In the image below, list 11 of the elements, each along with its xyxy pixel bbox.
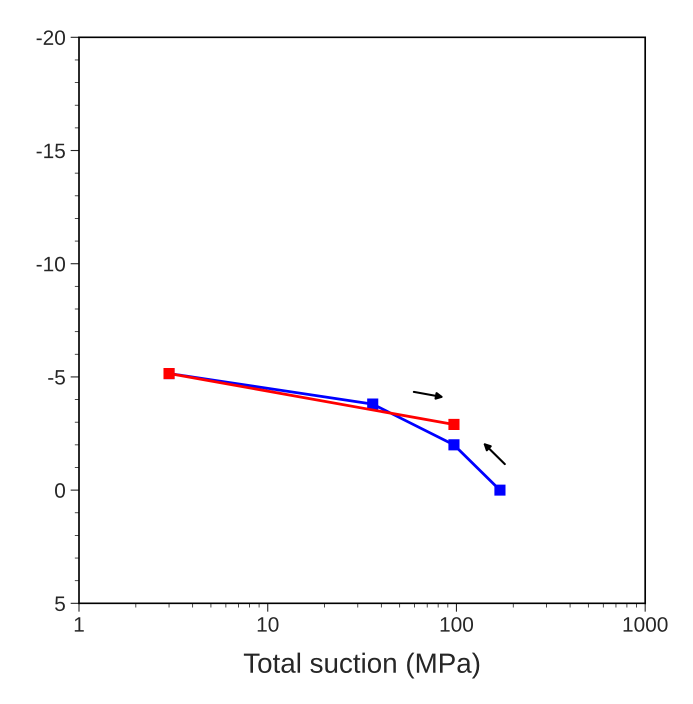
x-tick-label: 10 [258, 617, 278, 632]
y-tick-label: -5 [48, 370, 65, 385]
y-tick-label: 5 [55, 596, 65, 612]
y-tick-label: 0 [55, 483, 65, 498]
y-tick-label: -20 [36, 30, 65, 46]
x-tick-label: 100 [440, 617, 474, 632]
y-tick-label: -10 [36, 256, 65, 272]
y-tick-label: -15 [36, 144, 65, 158]
x-tick-label: 1 [74, 617, 84, 632]
x-tick-label: 1000 [624, 617, 668, 632]
x-axis-title: Total suction (MPa) [244, 652, 480, 678]
